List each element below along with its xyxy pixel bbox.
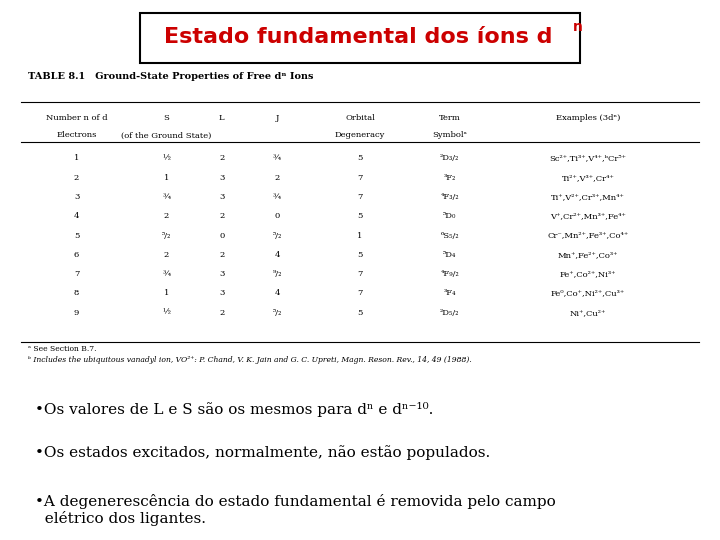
Text: 4: 4	[274, 289, 280, 298]
Text: J: J	[275, 114, 279, 122]
Text: Symbolᵃ: Symbolᵃ	[433, 131, 467, 139]
Text: •Os estados excitados, normalmente, não estão populados.: •Os estados excitados, normalmente, não …	[35, 446, 490, 461]
Text: Number n of d: Number n of d	[46, 114, 107, 122]
Text: 1: 1	[163, 289, 169, 298]
Text: 1: 1	[74, 154, 79, 163]
Text: 2: 2	[74, 174, 79, 181]
Text: Ti²⁺,V³⁺,Cr⁴⁺: Ti²⁺,V³⁺,Cr⁴⁺	[562, 174, 615, 181]
Text: ᵇ Includes the ubiquitous vanadyl ion, VO²⁺: P. Chand, V. K. Jain and G. C. Upre: ᵇ Includes the ubiquitous vanadyl ion, V…	[28, 356, 472, 364]
Text: ²D₅/₂: ²D₅/₂	[440, 309, 459, 317]
Text: 2: 2	[219, 212, 225, 220]
Text: Fe⁺,Co²⁺,Ni³⁺: Fe⁺,Co²⁺,Ni³⁺	[560, 270, 616, 278]
Text: Orbital: Orbital	[345, 114, 375, 122]
Text: (of the Ground State): (of the Ground State)	[121, 131, 212, 139]
Text: ⁵/₂: ⁵/₂	[162, 232, 171, 240]
Text: ½: ½	[163, 309, 171, 317]
Text: 4: 4	[74, 212, 79, 220]
Text: 2: 2	[164, 251, 169, 259]
Text: 7: 7	[357, 270, 363, 278]
Text: n: n	[573, 20, 582, 34]
Text: 3: 3	[219, 270, 225, 278]
Text: 2: 2	[274, 174, 279, 181]
Text: ⁵D₄: ⁵D₄	[444, 251, 456, 259]
Text: 7: 7	[357, 289, 363, 298]
Text: ⁴F₉/₂: ⁴F₉/₂	[441, 270, 459, 278]
Text: 1: 1	[357, 232, 363, 240]
Text: 5: 5	[74, 232, 79, 240]
Text: 7: 7	[357, 193, 363, 201]
Text: Fe⁰,Co⁺,Ni²⁺,Cu³⁺: Fe⁰,Co⁺,Ni²⁺,Cu³⁺	[551, 289, 625, 298]
Text: Electrons: Electrons	[56, 131, 96, 139]
Text: ⁵/₂: ⁵/₂	[272, 309, 282, 317]
Text: Mn⁺,Fe²⁺,Co³⁺: Mn⁺,Fe²⁺,Co³⁺	[558, 251, 618, 259]
Text: ⁵/₂: ⁵/₂	[272, 232, 282, 240]
Text: ⁴F₃/₂: ⁴F₃/₂	[441, 193, 459, 201]
Text: ⁵D₀: ⁵D₀	[444, 212, 456, 220]
Text: Examples (3dⁿ): Examples (3dⁿ)	[556, 114, 621, 122]
Text: 2: 2	[219, 309, 225, 317]
Text: 5: 5	[357, 212, 363, 220]
Text: V⁺,Cr²⁺,Mn³⁺,Fe⁴⁺: V⁺,Cr²⁺,Mn³⁺,Fe⁴⁺	[550, 212, 626, 220]
Text: ³F₄: ³F₄	[444, 289, 456, 298]
Text: 2: 2	[164, 212, 169, 220]
Text: Sc²⁺,Ti³⁺,V⁴⁺,ᵇCr⁵⁺: Sc²⁺,Ti³⁺,V⁴⁺,ᵇCr⁵⁺	[549, 154, 626, 163]
Text: 7: 7	[74, 270, 79, 278]
Text: Ti⁺,V²⁺,Cr³⁺,Mn⁴⁺: Ti⁺,V²⁺,Cr³⁺,Mn⁴⁺	[551, 193, 625, 201]
Text: ¾: ¾	[273, 154, 281, 163]
Text: Degeneracy: Degeneracy	[335, 131, 385, 139]
Text: ⁹/₂: ⁹/₂	[272, 270, 282, 278]
Text: Ni⁺,Cu²⁺: Ni⁺,Cu²⁺	[570, 309, 606, 317]
Text: 5: 5	[357, 251, 363, 259]
Text: 2: 2	[219, 251, 225, 259]
Text: •A degenerescência do estado fundamental é removida pelo campo
  elétrico dos li: •A degenerescência do estado fundamental…	[35, 494, 556, 526]
Text: 5: 5	[357, 309, 363, 317]
Text: L: L	[219, 114, 225, 122]
Text: Estado fundamental dos íons d: Estado fundamental dos íons d	[164, 26, 552, 47]
Text: Term: Term	[439, 114, 461, 122]
Text: ⁶S₅/₂: ⁶S₅/₂	[441, 232, 459, 240]
Text: TABLE 8.1   Ground-State Properties of Free dⁿ Ions: TABLE 8.1 Ground-State Properties of Fre…	[28, 72, 314, 81]
Text: ²D₃/₂: ²D₃/₂	[440, 154, 459, 163]
Text: 8: 8	[74, 289, 79, 298]
Text: 2: 2	[219, 154, 225, 163]
Text: ¾: ¾	[273, 193, 281, 201]
Text: 1: 1	[163, 174, 169, 181]
Text: 3: 3	[219, 174, 225, 181]
Text: 0: 0	[274, 212, 279, 220]
Text: 3: 3	[74, 193, 79, 201]
Text: 6: 6	[74, 251, 79, 259]
Text: ³F₂: ³F₂	[444, 174, 456, 181]
Text: S: S	[163, 114, 169, 122]
Text: ¾: ¾	[163, 193, 171, 201]
FancyBboxPatch shape	[140, 14, 580, 63]
Text: •Os valores de L e S são os mesmos para dⁿ e dⁿ⁻¹⁰.: •Os valores de L e S são os mesmos para …	[35, 402, 433, 417]
Text: ¾: ¾	[163, 270, 171, 278]
Text: 3: 3	[219, 193, 225, 201]
Text: Cr⁻,Mn²⁺,Fe³⁺,Co⁴⁺: Cr⁻,Mn²⁺,Fe³⁺,Co⁴⁺	[547, 232, 629, 240]
Text: 9: 9	[74, 309, 79, 317]
Text: 5: 5	[357, 154, 363, 163]
Text: 0: 0	[219, 232, 225, 240]
Text: ᵃ See Section B.7.: ᵃ See Section B.7.	[28, 346, 96, 354]
Text: 7: 7	[357, 174, 363, 181]
Text: ½: ½	[163, 154, 171, 163]
Text: 4: 4	[274, 251, 280, 259]
Text: 3: 3	[219, 289, 225, 298]
